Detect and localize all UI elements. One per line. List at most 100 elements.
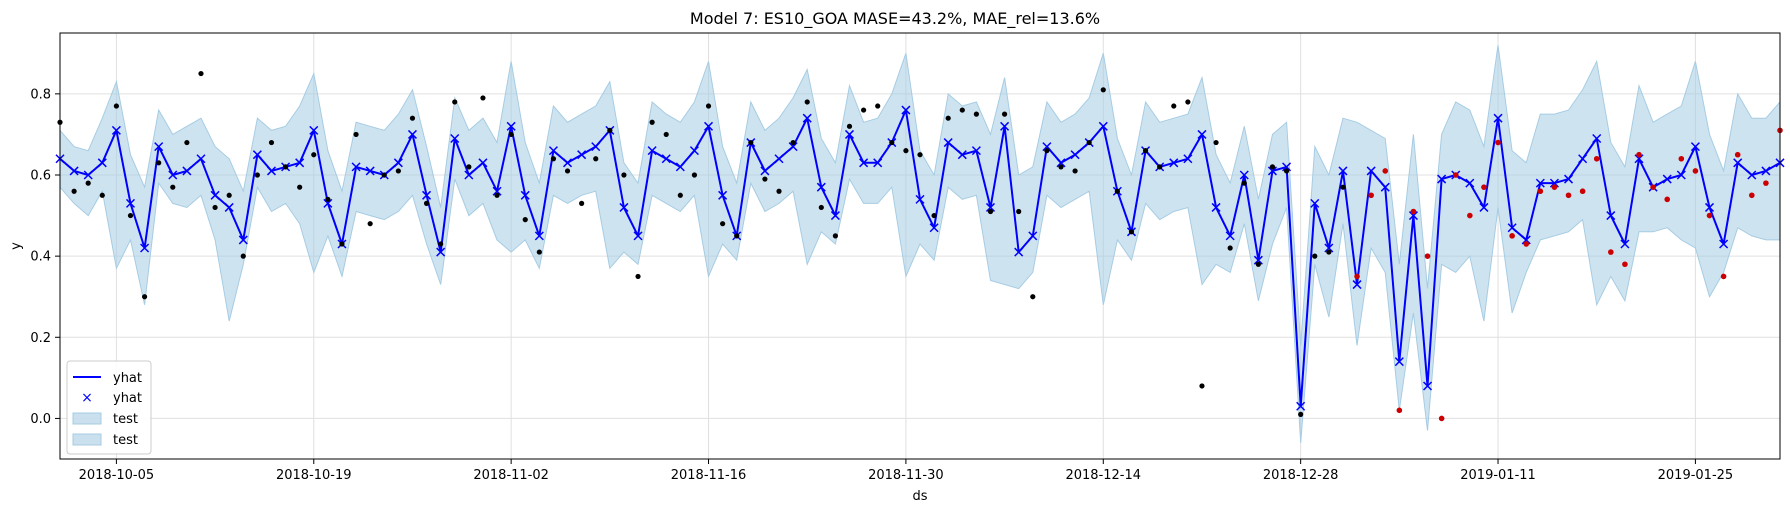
yhat-marker xyxy=(1014,247,1024,257)
train-actual-point xyxy=(1283,168,1290,174)
y-tick-label: 0.6 xyxy=(30,169,51,184)
test-actual-point xyxy=(1551,184,1558,190)
train-actual-point xyxy=(987,208,994,215)
train-actual-point xyxy=(1114,188,1120,194)
train-actual-point xyxy=(522,217,528,223)
yhat-marker xyxy=(323,198,333,208)
train-actual-point xyxy=(804,99,810,105)
yhat-marker xyxy=(1408,211,1418,221)
train-actual-point xyxy=(917,152,923,158)
train-actual-point xyxy=(466,164,472,170)
yhat-marker xyxy=(309,125,319,135)
train-actual-point xyxy=(705,103,712,109)
test-actual-point xyxy=(1354,273,1360,280)
train-actual-point xyxy=(593,156,599,162)
test-actual-point xyxy=(1495,139,1501,146)
yhat-marker xyxy=(915,194,925,204)
yhat-marker xyxy=(196,154,206,164)
yhat-marker xyxy=(1296,401,1306,411)
y-tick-label: 0.8 xyxy=(30,87,51,102)
yhat-marker xyxy=(1056,158,1066,168)
yhat-marker xyxy=(1197,129,1207,139)
train-actual-point xyxy=(663,131,669,138)
yhat-marker-layer xyxy=(55,105,1785,411)
yhat-marker xyxy=(647,146,657,156)
yhat-marker xyxy=(1719,239,1729,249)
yhat-marker xyxy=(1662,174,1672,184)
train-actual-point xyxy=(1255,261,1261,267)
yhat-marker xyxy=(703,121,714,131)
test-actual-point xyxy=(1523,241,1530,247)
yhat-marker xyxy=(633,231,643,241)
yhat-marker xyxy=(182,166,192,176)
train-actual-point xyxy=(762,176,768,182)
yhat-marker xyxy=(957,150,967,160)
train-actual-point xyxy=(903,148,909,154)
yhat-marker xyxy=(111,125,121,135)
y-axis-label: y xyxy=(9,242,24,250)
train-actual-point xyxy=(973,111,979,117)
yhat-marker xyxy=(168,170,178,180)
test-actual-point xyxy=(1664,196,1671,203)
x-tick-label: 2018-12-28 xyxy=(1263,468,1339,483)
x-axis-label: ds xyxy=(912,489,927,504)
actuals-layer xyxy=(57,70,1783,422)
test-actual-point xyxy=(1452,172,1459,178)
train-actual-point xyxy=(1016,208,1022,215)
test-actual-point xyxy=(1382,168,1389,174)
legend-test-band-swatch-1 xyxy=(72,412,102,425)
x-tick-label: 2019-01-25 xyxy=(1658,468,1734,483)
yhat-marker xyxy=(1747,170,1757,180)
yhat-marker xyxy=(1267,166,1277,176)
train-actual-point xyxy=(550,156,557,162)
yhat-marker xyxy=(464,170,474,180)
train-actual-point xyxy=(1030,294,1036,300)
yhat-marker xyxy=(929,223,939,233)
test-actual-point xyxy=(1438,415,1445,422)
train-actual-point xyxy=(931,212,937,219)
yhat-marker xyxy=(1352,280,1362,290)
yhat-marker xyxy=(140,243,150,253)
yhat-marker xyxy=(1437,174,1447,184)
chart-title: Model 7: ES10_GOA MASE=43.2%, MAE_rel=13… xyxy=(690,9,1100,29)
yhat-marker xyxy=(1578,154,1588,164)
yhat-marker xyxy=(1535,178,1545,188)
train-actual-point xyxy=(1312,253,1318,259)
test-actual-point xyxy=(1509,233,1515,239)
train-actual-point xyxy=(268,139,275,146)
train-actual-point xyxy=(621,172,627,178)
train-actual-point xyxy=(1157,164,1163,170)
yhat-marker xyxy=(1000,121,1010,131)
train-actual-point xyxy=(536,249,542,255)
train-actual-point xyxy=(1227,245,1233,251)
yhat-marker xyxy=(774,154,784,164)
train-actual-point xyxy=(339,241,345,247)
legend-box xyxy=(66,360,152,455)
train-actual-point xyxy=(748,139,754,146)
train-actual-point xyxy=(367,221,373,227)
yhat-marker xyxy=(1183,154,1193,164)
yhat-marker xyxy=(859,158,869,168)
train-actual-point xyxy=(564,168,571,174)
train-actual-point xyxy=(141,294,148,300)
yhat-marker xyxy=(1676,170,1686,180)
train-actual-point xyxy=(677,192,683,198)
yhat-marker xyxy=(1394,357,1404,367)
yhat-marker xyxy=(492,186,502,196)
yhat-marker xyxy=(266,166,277,176)
yhat-marker xyxy=(1507,223,1517,233)
yhat-marker xyxy=(943,138,953,148)
yhat-marker xyxy=(422,190,432,200)
train-actual-point xyxy=(720,221,726,227)
test-actual-point xyxy=(1467,212,1473,219)
test-actual-point xyxy=(1608,249,1614,255)
train-actual-point xyxy=(494,192,500,198)
yhat-marker xyxy=(478,158,488,168)
yhat-marker xyxy=(675,162,685,172)
train-actual-point xyxy=(1340,184,1346,190)
train-actual-point xyxy=(156,160,162,166)
train-actual-point xyxy=(1072,168,1078,174)
yhat-marker xyxy=(1704,202,1715,212)
yhat-marker xyxy=(689,146,699,156)
yhat-marker xyxy=(619,202,629,212)
